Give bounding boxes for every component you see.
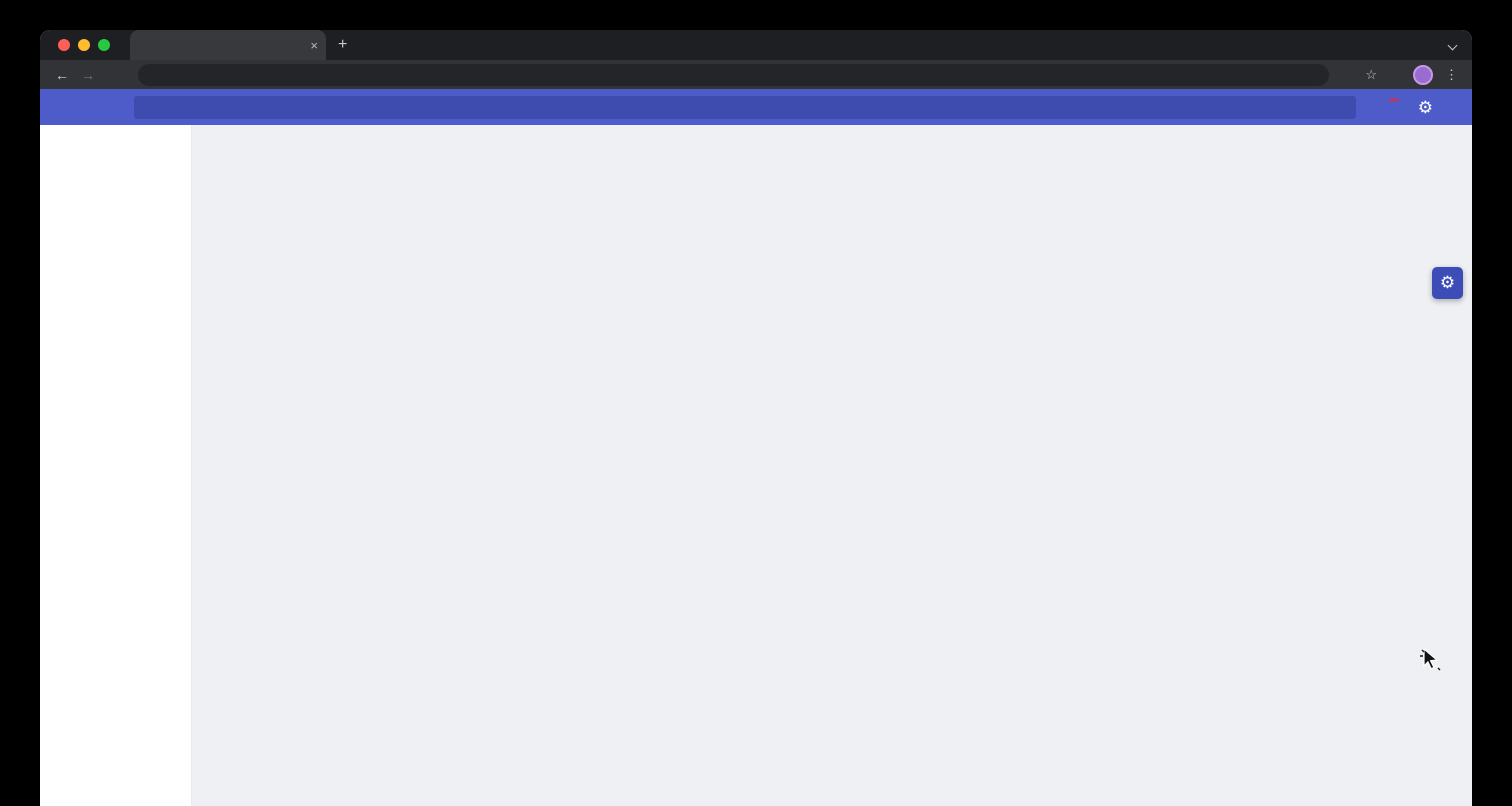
tab-close-icon[interactable]: ×	[310, 37, 318, 53]
bookmark-star-icon[interactable]: ☆	[1365, 66, 1377, 82]
forward-icon[interactable]: →	[81, 66, 95, 83]
url-bar[interactable]	[138, 63, 1330, 86]
search-input[interactable]	[150, 100, 1347, 114]
profile-avatar[interactable]	[1413, 64, 1433, 85]
monitor-detail-main	[192, 125, 1472, 806]
browser-window: × + ← → ☆ ⋮	[40, 30, 1472, 806]
browser-tab-bar: × +	[40, 30, 1472, 60]
browser-menu-icon[interactable]: ⋮	[1445, 66, 1458, 82]
page-content	[40, 125, 1472, 806]
search-bar[interactable]	[134, 95, 1356, 119]
mouse-cursor	[1418, 646, 1444, 679]
close-window-button[interactable]	[58, 39, 70, 51]
zoom-window-button[interactable]	[98, 39, 110, 51]
app-header: ⚙	[40, 89, 1472, 125]
notification-badge	[1388, 99, 1399, 101]
browser-tab[interactable]: ×	[130, 30, 326, 60]
sidebar	[40, 125, 192, 806]
minimize-window-button[interactable]	[78, 39, 90, 51]
tab-search-icon[interactable]	[1447, 40, 1458, 50]
browser-toolbar: ← → ☆ ⋮	[40, 60, 1472, 89]
toolbar-actions: ☆ ⋮	[1341, 64, 1462, 85]
settings-gear-icon[interactable]: ⚙	[1417, 97, 1433, 117]
new-tab-button[interactable]: +	[338, 36, 348, 53]
header-actions: ⚙	[1380, 99, 1458, 116]
back-icon[interactable]: ←	[55, 66, 69, 83]
window-controls	[40, 39, 124, 51]
theme-settings-fab[interactable]: ⚙	[1432, 267, 1463, 299]
